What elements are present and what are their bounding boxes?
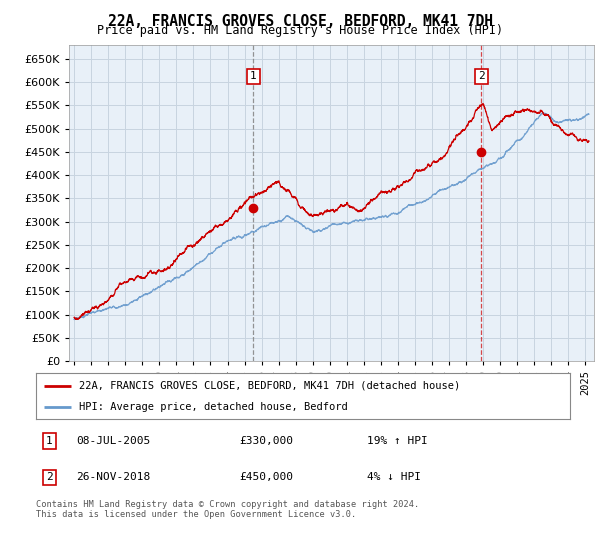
Text: 22A, FRANCIS GROVES CLOSE, BEDFORD, MK41 7DH: 22A, FRANCIS GROVES CLOSE, BEDFORD, MK41… <box>107 14 493 29</box>
Text: HPI: Average price, detached house, Bedford: HPI: Average price, detached house, Bedf… <box>79 402 347 412</box>
Text: 19% ↑ HPI: 19% ↑ HPI <box>367 436 428 446</box>
Text: 08-JUL-2005: 08-JUL-2005 <box>76 436 151 446</box>
Text: 2: 2 <box>478 72 485 81</box>
Text: 1: 1 <box>46 436 53 446</box>
Text: Price paid vs. HM Land Registry's House Price Index (HPI): Price paid vs. HM Land Registry's House … <box>97 24 503 37</box>
Text: £450,000: £450,000 <box>239 473 293 482</box>
Text: 26-NOV-2018: 26-NOV-2018 <box>76 473 151 482</box>
Text: Contains HM Land Registry data © Crown copyright and database right 2024.
This d: Contains HM Land Registry data © Crown c… <box>36 500 419 519</box>
Text: £330,000: £330,000 <box>239 436 293 446</box>
Text: 1: 1 <box>250 72 257 81</box>
Text: 2: 2 <box>46 473 53 482</box>
Text: 22A, FRANCIS GROVES CLOSE, BEDFORD, MK41 7DH (detached house): 22A, FRANCIS GROVES CLOSE, BEDFORD, MK41… <box>79 381 460 391</box>
Text: 4% ↓ HPI: 4% ↓ HPI <box>367 473 421 482</box>
